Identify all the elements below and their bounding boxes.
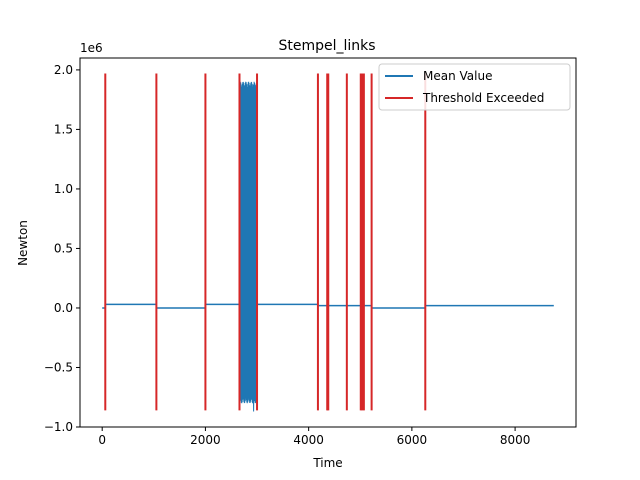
y-axis-multiplier: 1e6 (80, 41, 103, 55)
y-tick-label: 2.0 (54, 63, 73, 77)
x-tick-label: 4000 (293, 433, 324, 447)
legend-label: Mean Value (423, 69, 492, 83)
x-axis: 0 2000 4000 6000 8000 (98, 427, 530, 447)
series-mean-value-segment (238, 73, 258, 412)
x-axis-label: Time (312, 456, 342, 470)
legend-box (378, 63, 571, 111)
legend: Mean Value Threshold Exceeded (378, 63, 571, 111)
series-mean-value-segment (102, 303, 157, 309)
y-tick-label: 1.0 (54, 182, 73, 196)
legend-label: Threshold Exceeded (422, 91, 544, 105)
plot-area (102, 73, 554, 412)
y-tick-label: −1.0 (44, 420, 73, 434)
x-tick-label: 2000 (190, 433, 221, 447)
y-axis-label: Newton (16, 220, 30, 266)
x-tick-label: 8000 (500, 433, 531, 447)
x-tick-label: 0 (98, 433, 106, 447)
y-axis: −1.0 −0.5 0.0 0.5 1.0 1.5 2.0 (44, 63, 80, 434)
x-tick-label: 6000 (397, 433, 428, 447)
y-tick-label: 0.5 (54, 241, 73, 255)
y-tick-label: 1.5 (54, 122, 73, 136)
y-tick-label: −0.5 (44, 360, 73, 374)
y-tick-label: 0.0 (54, 301, 73, 315)
chart-title: Stempel_links (278, 38, 375, 54)
axes-frame (79, 57, 577, 428)
